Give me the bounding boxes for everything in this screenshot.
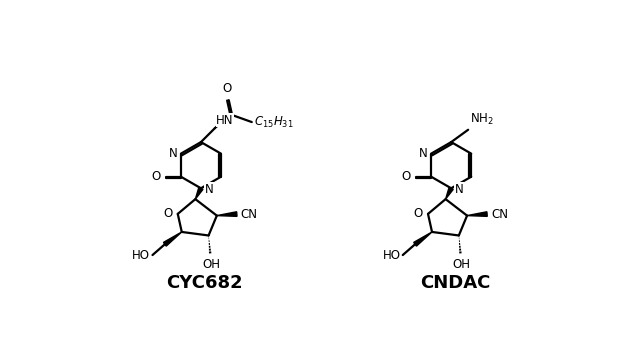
Polygon shape (163, 232, 182, 246)
Text: N: N (205, 183, 214, 195)
Text: CNDAC: CNDAC (420, 274, 490, 292)
Text: CN: CN (491, 208, 508, 220)
Text: OH: OH (202, 258, 220, 271)
Polygon shape (467, 212, 487, 216)
Polygon shape (413, 232, 432, 246)
Text: N: N (169, 147, 178, 160)
Text: O: O (401, 170, 410, 183)
Text: HO: HO (383, 249, 401, 262)
Text: OH: OH (452, 258, 470, 271)
Text: O: O (413, 207, 422, 220)
Polygon shape (217, 212, 237, 216)
Text: CN: CN (241, 208, 258, 220)
Polygon shape (445, 187, 453, 199)
Polygon shape (195, 187, 203, 199)
Text: NH$_2$: NH$_2$ (470, 112, 494, 127)
Text: HO: HO (132, 249, 150, 262)
Text: HN: HN (216, 114, 234, 127)
Text: O: O (163, 207, 172, 220)
Text: O: O (223, 82, 232, 95)
Text: $C_{15}H_{31}$: $C_{15}H_{31}$ (254, 115, 294, 130)
Text: O: O (151, 170, 160, 183)
Text: CYC682: CYC682 (166, 274, 243, 292)
Text: N: N (419, 147, 428, 160)
Text: N: N (455, 183, 464, 195)
